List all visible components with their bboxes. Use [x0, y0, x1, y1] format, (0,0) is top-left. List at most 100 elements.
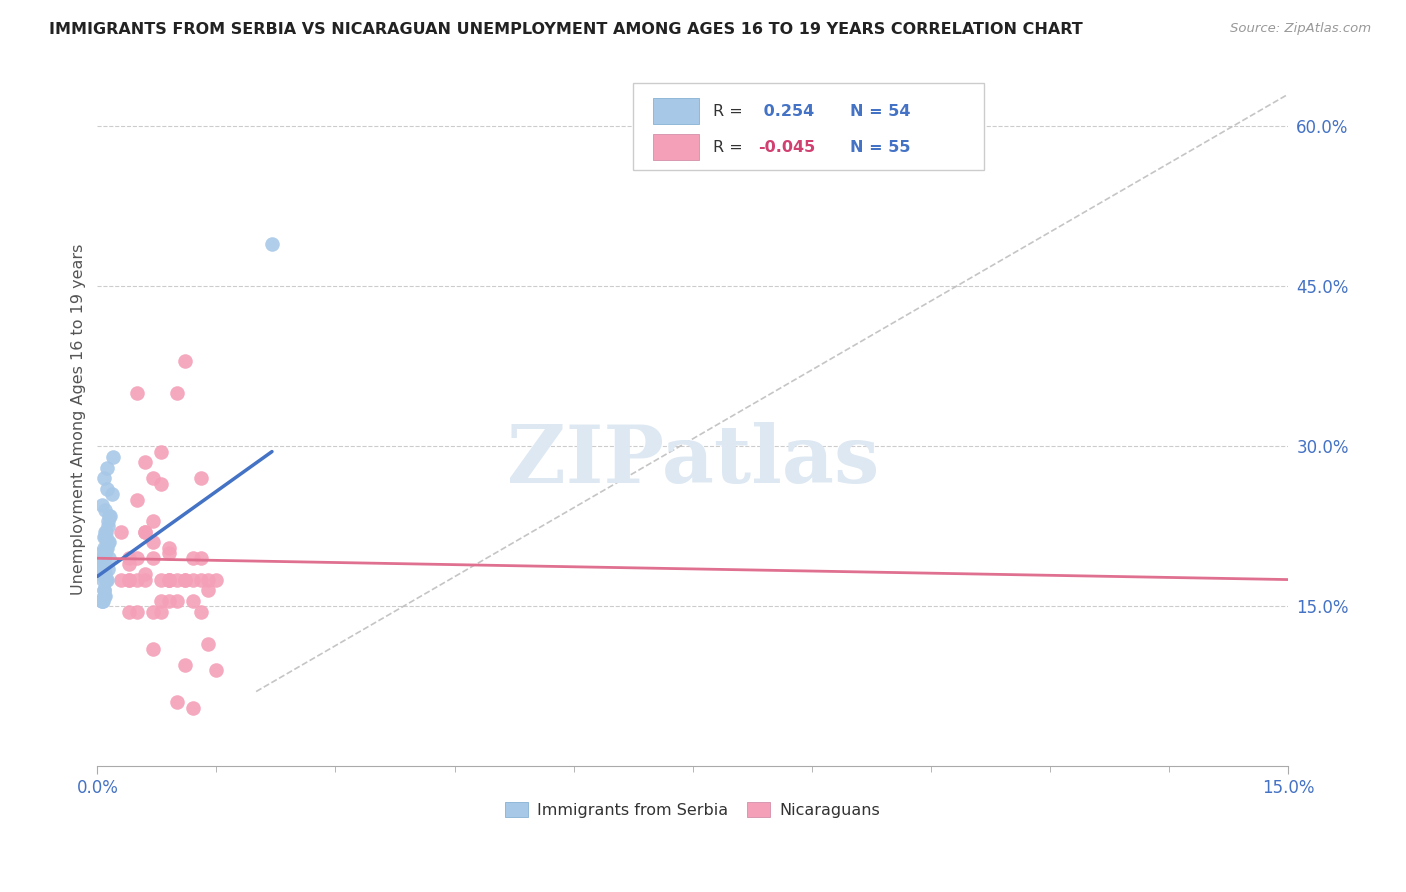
Point	[97, 535, 120, 549]
Point	[118, 573, 141, 587]
Point	[190, 605, 212, 619]
Point	[157, 573, 180, 587]
Point	[157, 594, 180, 608]
Point	[134, 455, 156, 469]
Point	[149, 594, 172, 608]
Point	[97, 562, 120, 576]
Point	[181, 594, 204, 608]
Point	[125, 492, 148, 507]
Point	[97, 519, 120, 533]
Point	[91, 567, 114, 582]
Point	[118, 605, 141, 619]
Point	[125, 573, 148, 587]
Point	[157, 573, 180, 587]
Text: R =: R =	[713, 103, 748, 119]
Point	[94, 503, 117, 517]
Point	[93, 471, 115, 485]
Point	[260, 236, 283, 251]
Point	[173, 573, 195, 587]
Point	[93, 583, 115, 598]
Point	[96, 541, 118, 555]
Point	[91, 594, 114, 608]
Point	[100, 487, 122, 501]
Point	[181, 551, 204, 566]
Point	[94, 573, 117, 587]
Point	[157, 573, 180, 587]
Point	[166, 386, 188, 401]
Point	[125, 551, 148, 566]
Point	[93, 541, 115, 555]
Point	[94, 546, 117, 560]
Text: 0.254: 0.254	[758, 103, 814, 119]
Point	[93, 551, 115, 566]
Point	[94, 530, 117, 544]
Point	[190, 471, 212, 485]
Point	[93, 589, 115, 603]
Point	[98, 551, 121, 566]
FancyBboxPatch shape	[654, 98, 699, 124]
Point	[142, 514, 165, 528]
Point	[93, 551, 115, 566]
FancyBboxPatch shape	[654, 134, 699, 161]
Point	[118, 557, 141, 571]
Point	[93, 562, 115, 576]
Point	[90, 567, 112, 582]
Point	[103, 450, 125, 464]
Point	[94, 567, 117, 582]
Point	[94, 524, 117, 539]
Point	[93, 551, 115, 566]
Point	[149, 605, 172, 619]
Point	[197, 636, 219, 650]
Point	[173, 657, 195, 672]
Point	[205, 573, 228, 587]
Point	[91, 573, 114, 587]
Point	[166, 594, 188, 608]
Y-axis label: Unemployment Among Ages 16 to 19 years: Unemployment Among Ages 16 to 19 years	[72, 244, 86, 595]
Point	[110, 573, 132, 587]
Point	[90, 546, 112, 560]
Point	[142, 551, 165, 566]
Point	[97, 514, 120, 528]
Point	[94, 530, 117, 544]
Point	[96, 573, 118, 587]
Point	[91, 562, 114, 576]
Text: N = 55: N = 55	[849, 140, 910, 154]
Point	[142, 641, 165, 656]
Point	[91, 551, 114, 566]
Point	[134, 567, 156, 582]
Point	[166, 573, 188, 587]
Point	[118, 551, 141, 566]
Point	[94, 589, 117, 603]
Point	[98, 508, 121, 523]
Point	[125, 386, 148, 401]
Point	[91, 551, 114, 566]
Point	[98, 508, 121, 523]
Point	[181, 700, 204, 714]
Point	[134, 524, 156, 539]
Text: N = 54: N = 54	[849, 103, 910, 119]
Point	[93, 583, 115, 598]
Text: Source: ZipAtlas.com: Source: ZipAtlas.com	[1230, 22, 1371, 36]
Point	[93, 557, 115, 571]
Point	[91, 594, 114, 608]
Point	[91, 557, 114, 571]
Text: -0.045: -0.045	[758, 140, 815, 154]
Point	[190, 573, 212, 587]
Point	[173, 573, 195, 587]
FancyBboxPatch shape	[633, 83, 984, 170]
Point	[90, 562, 112, 576]
Point	[134, 524, 156, 539]
Point	[94, 546, 117, 560]
Point	[166, 695, 188, 709]
Point	[197, 573, 219, 587]
Point	[110, 524, 132, 539]
Text: IMMIGRANTS FROM SERBIA VS NICARAGUAN UNEMPLOYMENT AMONG AGES 16 TO 19 YEARS CORR: IMMIGRANTS FROM SERBIA VS NICARAGUAN UNE…	[49, 22, 1083, 37]
Point	[125, 605, 148, 619]
Point	[91, 594, 114, 608]
Point	[190, 551, 212, 566]
Point	[142, 605, 165, 619]
Point	[94, 524, 117, 539]
Point	[96, 460, 118, 475]
Point	[173, 354, 195, 368]
Point	[197, 583, 219, 598]
